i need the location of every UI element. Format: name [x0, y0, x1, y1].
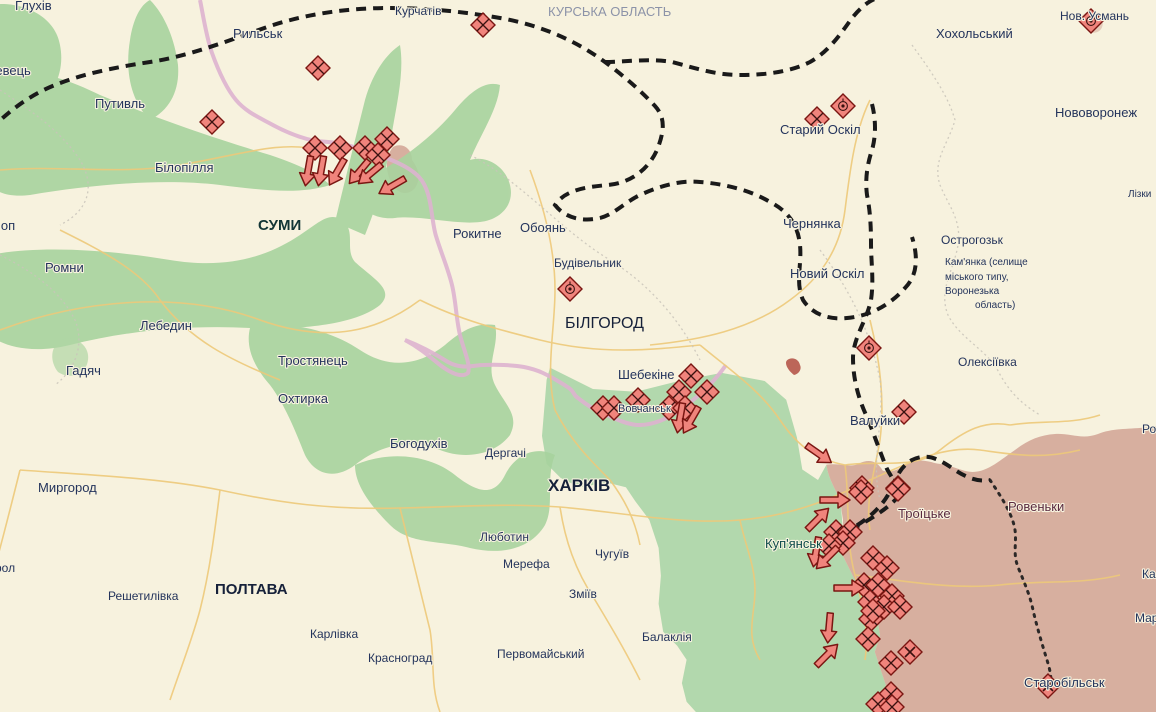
- svg-text:...оп: ...оп: [0, 218, 15, 233]
- svg-text:Дергачі: Дергачі: [485, 446, 526, 460]
- svg-text:Богодухів: Богодухів: [390, 436, 448, 451]
- svg-text:Рокитне: Рокитне: [453, 226, 502, 241]
- svg-text:Вовчанськ: Вовчанськ: [618, 403, 671, 415]
- svg-text:...рол: ...рол: [0, 561, 15, 575]
- svg-text:Маркі...: Маркі...: [1135, 611, 1156, 625]
- svg-text:Нововоронеж: Нововоронеж: [1055, 105, 1137, 120]
- svg-text:область): область): [975, 299, 1015, 311]
- svg-text:Шебекіне: Шебекіне: [618, 367, 675, 382]
- svg-text:Гадяч: Гадяч: [66, 363, 101, 378]
- svg-text:міського типу,: міського типу,: [945, 272, 1008, 283]
- svg-text:Кам'янка (селище: Кам'янка (селище: [945, 257, 1028, 268]
- svg-text:Валуйки: Валуйки: [850, 413, 900, 428]
- svg-text:Красноград: Красноград: [368, 651, 432, 665]
- svg-text:Решетилівка: Решетилівка: [108, 589, 179, 603]
- svg-text:ПОЛТАВА: ПОЛТАВА: [215, 581, 288, 598]
- svg-text:Троїцьке: Троїцьке: [898, 506, 951, 521]
- svg-text:Розс...: Розс...: [1142, 422, 1156, 436]
- svg-text:Старобільськ: Старобільськ: [1024, 675, 1105, 690]
- svg-text:Чугуїв: Чугуїв: [595, 547, 629, 561]
- svg-text:Старий Оскіл: Старий Оскіл: [780, 122, 861, 137]
- svg-text:Путивль: Путивль: [95, 96, 145, 111]
- svg-text:Острогозьк: Острогозьк: [941, 233, 1004, 247]
- svg-text:Карлівка: Карлівка: [310, 627, 358, 641]
- svg-text:Тростянець: Тростянець: [278, 353, 348, 368]
- svg-text:Миргород: Миргород: [38, 480, 97, 495]
- svg-text:Мерефа: Мерефа: [503, 557, 550, 571]
- svg-text:Воронезька: Воронезька: [945, 286, 1000, 297]
- svg-text:Лебедин: Лебедин: [140, 318, 192, 333]
- svg-text:Балаклія: Балаклія: [642, 630, 692, 644]
- svg-text:Зміїв: Зміїв: [569, 587, 597, 601]
- svg-text:Хохольський: Хохольський: [936, 26, 1013, 41]
- svg-text:Будівельник: Будівельник: [554, 256, 622, 270]
- svg-text:Новий Оскіл: Новий Оскіл: [790, 266, 864, 281]
- svg-text:Первомайський: Первомайський: [497, 647, 584, 661]
- svg-text:Ромни: Ромни: [45, 260, 84, 275]
- svg-text:Глухів: Глухів: [15, 0, 52, 13]
- svg-text:Чернянка: Чернянка: [783, 216, 841, 231]
- svg-text:ХАРКІВ: ХАРКІВ: [548, 476, 610, 495]
- svg-text:Охтирка: Охтирка: [278, 391, 329, 406]
- svg-text:Олексіївка: Олексіївка: [958, 355, 1017, 369]
- svg-text:Ка...: Ка...: [1142, 567, 1156, 581]
- svg-text:...олевець: ...олевець: [0, 63, 31, 78]
- svg-text:Обоянь: Обоянь: [520, 220, 566, 235]
- svg-text:Ровеньки: Ровеньки: [1008, 499, 1064, 514]
- svg-text:Люботин: Люботин: [480, 530, 529, 544]
- svg-text:СУМИ: СУМИ: [258, 217, 301, 234]
- svg-text:Рильськ: Рильськ: [233, 26, 283, 41]
- svg-text:БІЛГОРОД: БІЛГОРОД: [565, 315, 644, 332]
- svg-text:Білопілля: Білопілля: [155, 160, 214, 175]
- svg-text:Куп'янськ: Куп'янськ: [765, 536, 822, 551]
- svg-text:Нов. Усмань: Нов. Усмань: [1060, 9, 1129, 23]
- svg-text:Курчатів: Курчатів: [395, 4, 441, 18]
- svg-text:Лізки: Лізки: [1128, 189, 1151, 200]
- svg-text:КУРСЬКА ОБЛАСТЬ: КУРСЬКА ОБЛАСТЬ: [548, 4, 671, 19]
